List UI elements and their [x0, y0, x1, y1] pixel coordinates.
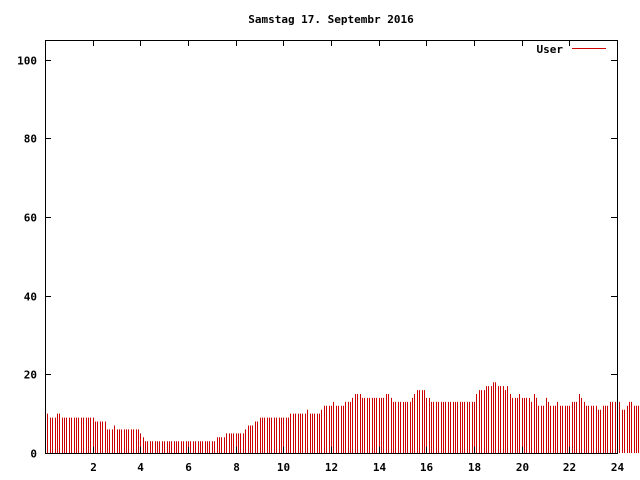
x-tick-label: 2 — [90, 461, 97, 474]
x-tick-label: 4 — [137, 461, 144, 474]
plot-frame — [45, 40, 618, 454]
x-tick-label: 14 — [373, 461, 387, 474]
x-tick-label: 8 — [233, 461, 240, 474]
bars-group — [45, 382, 639, 453]
chart-title: Samstag 17. Septembr 2016 — [248, 13, 414, 26]
y-tick-label: 0 — [30, 448, 37, 461]
y-tick-label: 100 — [17, 55, 37, 68]
x-tick-label: 22 — [563, 461, 576, 474]
x-tick-label: 24 — [611, 461, 625, 474]
y-tick-label: 80 — [24, 133, 37, 146]
x-tick-label: 10 — [277, 461, 290, 474]
y-tick-label: 40 — [24, 291, 37, 304]
legend-label: User — [537, 43, 564, 56]
x-tick-label: 6 — [185, 461, 192, 474]
x-tick-label: 18 — [468, 461, 481, 474]
legend: User — [537, 43, 606, 56]
y-tick-label: 20 — [24, 369, 37, 382]
x-tick-label: 12 — [325, 461, 338, 474]
y-tick-label: 60 — [24, 212, 37, 225]
x-tick-label: 16 — [420, 461, 434, 474]
x-tick-label: 20 — [516, 461, 529, 474]
